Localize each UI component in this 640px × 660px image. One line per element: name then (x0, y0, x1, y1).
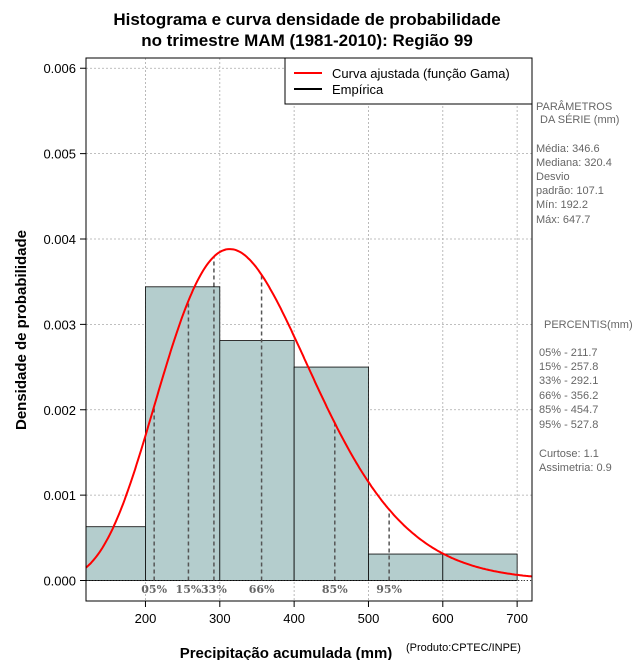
percentile-markers: 05% 15% 33% 66% 85% 95% (141, 256, 403, 596)
credit-label: (Produto:CPTEC/INPE) (406, 642, 521, 654)
percentile-label-15: 15% (176, 583, 202, 596)
histogram-bar-4 (368, 553, 444, 581)
percentile-label-05: 05% (141, 583, 167, 596)
curtose: Curtose: 1.1 (539, 448, 599, 460)
param-min: Mín: 192.2 (536, 199, 588, 211)
histogram-bar-0 (85, 526, 146, 581)
x-axis-label: Precipitação acumulada (mm) (180, 645, 393, 660)
percentile-label-33: 33% (201, 583, 227, 596)
legend-box (284, 57, 533, 105)
param-desvio: Desvio (536, 171, 570, 183)
x-tick-label: 600 (432, 611, 454, 626)
param-mediana: Mediana: 320.4 (536, 157, 612, 169)
percentile-05: 05% - 211.7 (539, 347, 598, 359)
y-tick-label: 0.004 (43, 232, 76, 247)
params-title-1: PARÂMETROS (536, 100, 612, 113)
x-tick-label: 300 (209, 611, 231, 626)
percentile-66: 66% - 356.2 (539, 390, 598, 402)
percentiles-panel: PERCENTIS(mm) 05% - 211.7 15% - 257.8 33… (539, 319, 633, 474)
fitted-curve (85, 248, 533, 578)
params-title-2: DA SÉRIE (mm) (540, 113, 619, 126)
y-tick-label: 0.002 (43, 403, 76, 418)
histogram-bars (85, 286, 532, 581)
y-tick-label: 0.001 (43, 488, 76, 503)
x-tick-label: 400 (283, 611, 305, 626)
percentile-33: 33% - 292.1 (539, 375, 598, 387)
x-tick-label: 700 (506, 611, 528, 626)
percentile-label-66: 66% (249, 583, 275, 596)
y-tick-label: 0.006 (43, 61, 76, 76)
chart-title-line1: Histograma e curva densidade de probabil… (113, 10, 500, 29)
histogram-bar-1 (145, 286, 221, 581)
assimetria: Assimetria: 0.9 (539, 462, 612, 474)
axis-ticks: 200 300 400 500 600 700 0.000 0.001 0.002 0.003 0.… (43, 61, 528, 626)
x-tick-label: 200 (135, 611, 157, 626)
y-tick-label: 0.003 (43, 317, 76, 332)
param-media: Média: 346.6 (536, 143, 600, 155)
legend: Curva ajustada (função Gama) Empírica (284, 57, 533, 105)
x-tick-label: 500 (358, 611, 380, 626)
y-tick-label: 0.000 (43, 574, 76, 589)
percentile-label-85: 85% (322, 583, 348, 596)
y-tick-label: 0.005 (43, 147, 76, 162)
legend-curve-label: Curva ajustada (função Gama) (332, 66, 510, 81)
chart-title-line2: no trimestre MAM (1981-2010): Região 99 (141, 31, 473, 50)
percentile-95: 95% - 527.8 (539, 419, 598, 431)
gamma-curve-line (85, 248, 533, 578)
percentile-85: 85% - 454.7 (539, 404, 598, 416)
histogram-bar-2 (219, 340, 295, 581)
series-parameters-panel: PARÂMETROS DA SÉRIE (mm) Média: 346.6 Me… (536, 100, 619, 226)
histogram-bar-3 (293, 366, 369, 581)
y-axis-label: Densidade de probabilidade (13, 230, 30, 430)
param-max: Máx: 647.7 (536, 214, 590, 226)
percentile-label-95: 95% (376, 583, 402, 596)
legend-empirical-label: Empírica (332, 82, 384, 97)
percentile-15: 15% - 257.8 (539, 361, 598, 373)
percentis-title: PERCENTIS(mm) (544, 319, 633, 331)
param-desvio-padrao: padrão: 107.1 (536, 185, 604, 197)
